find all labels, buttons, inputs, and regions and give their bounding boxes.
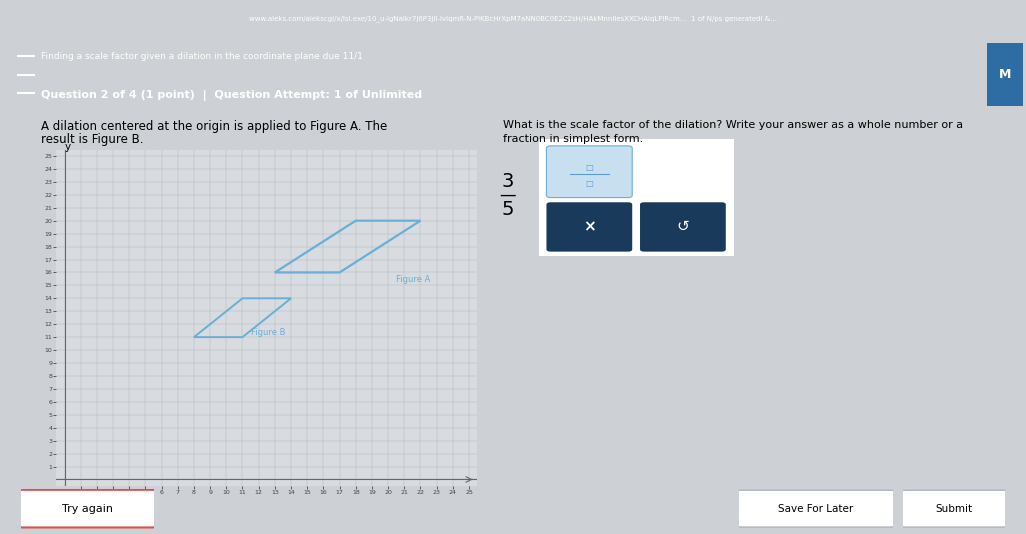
Text: Figure B: Figure B	[250, 328, 285, 337]
Text: ×: ×	[583, 219, 596, 234]
Text: Finding a scale factor given a dilation in the coordinate plane due 11/1: Finding a scale factor given a dilation …	[41, 52, 363, 61]
FancyBboxPatch shape	[640, 202, 725, 252]
Text: Submit: Submit	[936, 504, 973, 514]
FancyBboxPatch shape	[547, 146, 632, 198]
FancyBboxPatch shape	[736, 490, 896, 527]
Text: y: y	[65, 142, 71, 152]
Text: —: —	[500, 186, 516, 204]
Text: www.aleks.com/alekscgi/x/lsl.exe/10_u-lgNalkr7j6P3jll-IvIqmR-N-PIKBcHrXpM7aNN0BC: www.aleks.com/alekscgi/x/lsl.exe/10_u-lg…	[249, 15, 777, 22]
Text: 3: 3	[502, 172, 514, 191]
Text: ↺: ↺	[676, 219, 689, 234]
FancyBboxPatch shape	[535, 137, 738, 258]
Text: Try again: Try again	[62, 504, 113, 514]
FancyBboxPatch shape	[987, 43, 1023, 106]
Text: □: □	[586, 162, 593, 171]
Text: □: □	[586, 179, 593, 188]
Text: A dilation centered at the origin is applied to Figure A. The: A dilation centered at the origin is app…	[41, 120, 387, 133]
Text: Save For Later: Save For Later	[778, 504, 854, 514]
FancyBboxPatch shape	[547, 202, 632, 252]
FancyBboxPatch shape	[901, 490, 1008, 527]
FancyBboxPatch shape	[16, 490, 158, 528]
Text: fraction in simplest form.: fraction in simplest form.	[503, 134, 643, 144]
Text: 5: 5	[502, 200, 514, 219]
Text: result is Figure B.: result is Figure B.	[41, 134, 144, 146]
Text: Figure A: Figure A	[396, 275, 431, 284]
Text: M: M	[998, 68, 1012, 81]
Text: What is the scale factor of the dilation? Write your answer as a whole number or: What is the scale factor of the dilation…	[503, 120, 962, 130]
Text: Question 2 of 4 (1 point)  |  Question Attempt: 1 of Unlimited: Question 2 of 4 (1 point) | Question Att…	[41, 90, 422, 101]
